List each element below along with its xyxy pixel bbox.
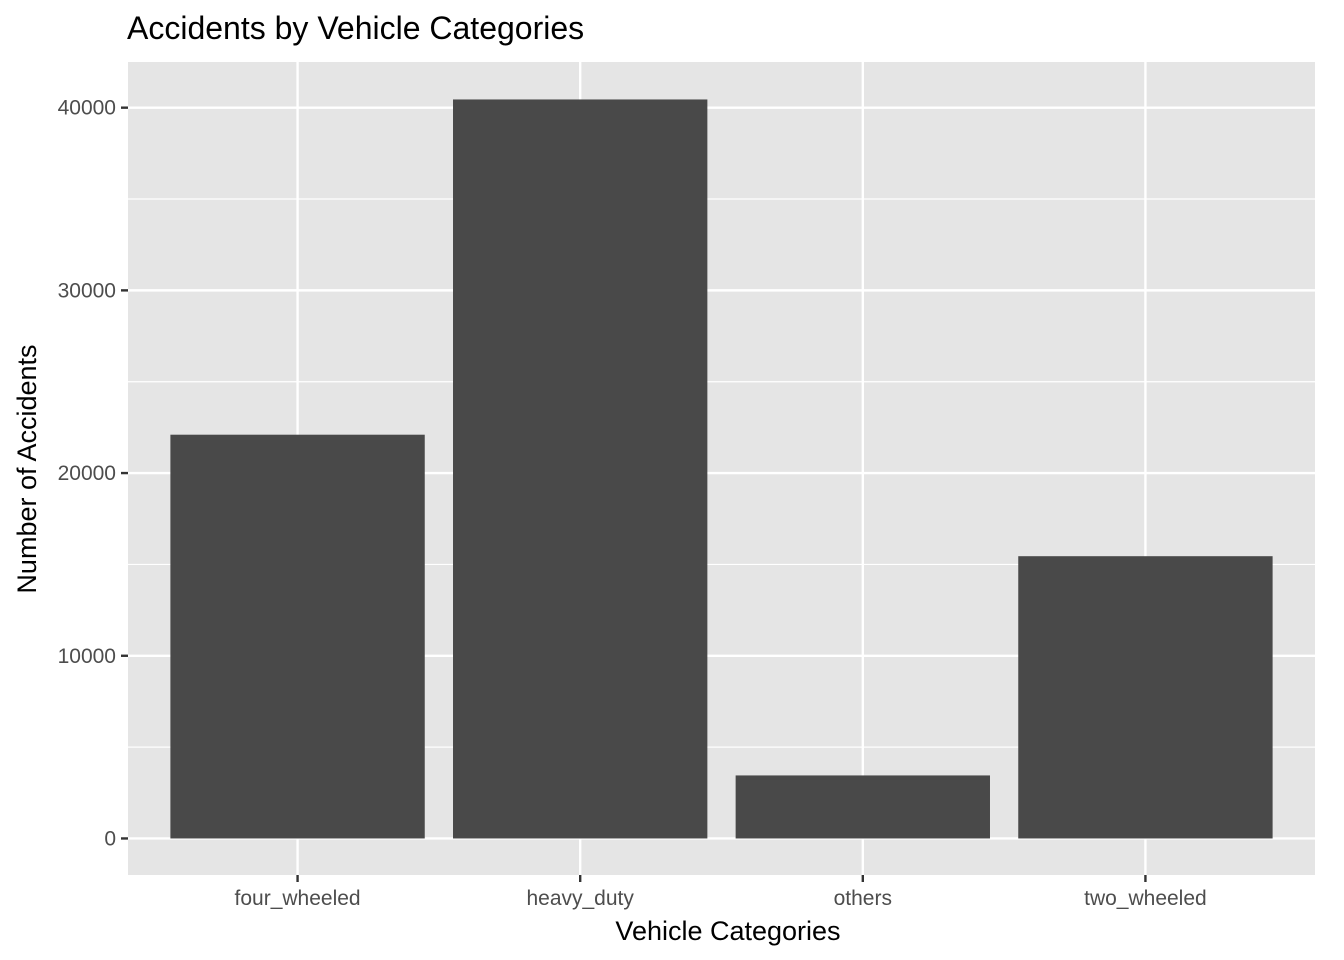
y-axis-title: Number of Accidents xyxy=(12,344,42,593)
x-axis-title: Vehicle Categories xyxy=(615,916,840,946)
y-tick-label: 30000 xyxy=(58,279,116,302)
x-tick-label: four_wheeled xyxy=(235,887,361,910)
y-tick-label: 0 xyxy=(104,827,116,850)
bar-others xyxy=(735,775,990,839)
bar-four_wheeled xyxy=(170,434,425,839)
y-tick-label: 10000 xyxy=(58,645,116,668)
y-tick-label: 40000 xyxy=(58,97,116,120)
x-tick-label: others xyxy=(834,887,892,910)
chart-title: Accidents by Vehicle Categories xyxy=(127,10,584,46)
y-axis: 0 10000 20000 30000 40000 xyxy=(58,97,128,850)
bar-heavy_duty xyxy=(453,99,708,839)
bar-two_wheeled xyxy=(1018,556,1273,839)
x-axis: four_wheeled heavy_duty others two_wheeled xyxy=(235,875,1207,910)
y-tick-label: 20000 xyxy=(58,462,116,485)
bars xyxy=(170,99,1273,839)
x-tick-label: two_wheeled xyxy=(1084,887,1207,910)
x-tick-label: heavy_duty xyxy=(526,887,634,910)
